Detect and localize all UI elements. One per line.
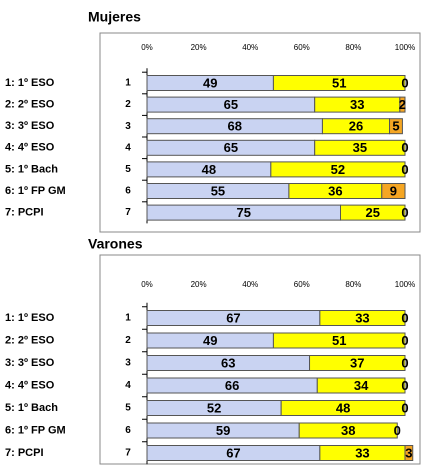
y-tick-label: 2: [125, 99, 131, 110]
data-label: 68: [227, 119, 241, 134]
bar-segment: [381, 183, 406, 199]
data-label: 67: [226, 445, 240, 460]
side-label: 2: 2º ESO: [5, 99, 55, 111]
data-label: 26: [349, 119, 363, 134]
x-tick-label: 40%: [242, 280, 258, 289]
side-label: 5: 1º Bach: [5, 402, 58, 414]
chart-title: Varones: [88, 236, 143, 252]
data-label: 34: [354, 378, 369, 393]
data-label: 55: [211, 183, 225, 198]
data-label: 9: [390, 183, 397, 198]
side-label: 7: PCPI: [5, 207, 44, 219]
side-label: 1: 1º ESO: [5, 77, 55, 89]
y-tick-label: 5: [125, 403, 131, 414]
data-label: 0: [401, 205, 408, 220]
data-label: 38: [341, 423, 355, 438]
bar-segment: [270, 161, 406, 178]
data-label: 3: [405, 445, 412, 460]
x-tick-label: 20%: [191, 43, 207, 52]
x-tick-label: 0%: [141, 43, 153, 52]
side-label: 6: 1º FP GM: [5, 185, 66, 197]
bar-segment: [399, 96, 406, 113]
data-label: 0: [401, 162, 408, 177]
data-label: 52: [207, 400, 221, 415]
data-label: 48: [202, 162, 216, 177]
side-label: 3: 3º ESO: [5, 120, 55, 132]
data-label: 48: [336, 400, 350, 415]
side-label: 6: 1º FP GM: [5, 424, 66, 436]
bar-segment: [389, 118, 403, 135]
data-label: 49: [203, 75, 217, 90]
data-label: 0: [394, 423, 401, 438]
y-tick-label: 2: [125, 335, 131, 346]
side-label: 7: PCPI: [5, 447, 44, 459]
data-label: 65: [224, 140, 238, 155]
y-tick-label: 1: [125, 78, 131, 89]
x-tick-label: 60%: [294, 43, 310, 52]
x-tick-label: 0%: [141, 280, 153, 289]
data-label: 67: [226, 310, 240, 325]
y-tick-label: 7: [125, 207, 131, 218]
x-tick-label: 60%: [294, 280, 310, 289]
data-label: 36: [328, 183, 342, 198]
data-label: 75: [237, 205, 251, 220]
data-label: 65: [224, 97, 238, 112]
bar-segment: [319, 310, 406, 326]
y-tick-label: 1: [125, 313, 131, 324]
chart-title: Mujeres: [88, 9, 141, 25]
y-tick-label: 5: [125, 164, 131, 175]
bar-segment: [316, 377, 406, 394]
data-label: 25: [366, 205, 380, 220]
data-label: 51: [332, 75, 346, 90]
data-label: 33: [355, 310, 369, 325]
data-label: 5: [392, 119, 399, 134]
data-label: 0: [401, 333, 408, 348]
data-label: 0: [401, 355, 408, 370]
data-label: 33: [350, 97, 364, 112]
bar-segment: [314, 139, 406, 156]
side-label: 2: 2º ESO: [5, 334, 55, 346]
data-label: 66: [225, 378, 239, 393]
data-label: 37: [350, 355, 364, 370]
x-tick-label: 100%: [395, 43, 415, 52]
data-label: 63: [221, 355, 235, 370]
data-label: 0: [401, 310, 408, 325]
data-label: 0: [401, 140, 408, 155]
data-label: 52: [331, 162, 345, 177]
bar-segment: [309, 355, 406, 371]
side-label: 5: 1º Bach: [5, 163, 58, 175]
y-tick-label: 3: [125, 358, 131, 369]
data-label: 0: [401, 75, 408, 90]
data-label: 59: [216, 423, 230, 438]
bar-segment: [340, 204, 406, 221]
x-tick-label: 80%: [345, 280, 361, 289]
side-label: 1: 1º ESO: [5, 312, 55, 324]
y-tick-label: 6: [125, 186, 131, 197]
bar-segment: [298, 422, 398, 439]
y-tick-label: 7: [125, 448, 131, 459]
bar-segment: [272, 332, 406, 349]
bar-segment: [404, 445, 414, 461]
side-label: 3: 3º ESO: [5, 357, 55, 369]
side-label: 4: 4º ESO: [5, 142, 55, 154]
y-tick-label: 3: [125, 121, 131, 132]
data-label: 51: [332, 333, 346, 348]
data-label: 35: [353, 140, 367, 155]
y-tick-label: 4: [125, 142, 131, 153]
data-label: 33: [355, 445, 369, 460]
x-tick-label: 20%: [191, 280, 207, 289]
data-label: 0: [401, 378, 408, 393]
data-label: 49: [203, 333, 217, 348]
data-label: 2: [399, 97, 406, 112]
bar-segment: [272, 75, 406, 91]
x-tick-label: 40%: [242, 43, 258, 52]
y-tick-label: 6: [125, 425, 131, 436]
x-tick-label: 80%: [345, 43, 361, 52]
bar-segment: [280, 400, 406, 416]
y-tick-label: 4: [125, 380, 131, 391]
side-label: 4: 4º ESO: [5, 379, 55, 391]
x-tick-label: 100%: [395, 280, 415, 289]
data-label: 0: [401, 400, 408, 415]
